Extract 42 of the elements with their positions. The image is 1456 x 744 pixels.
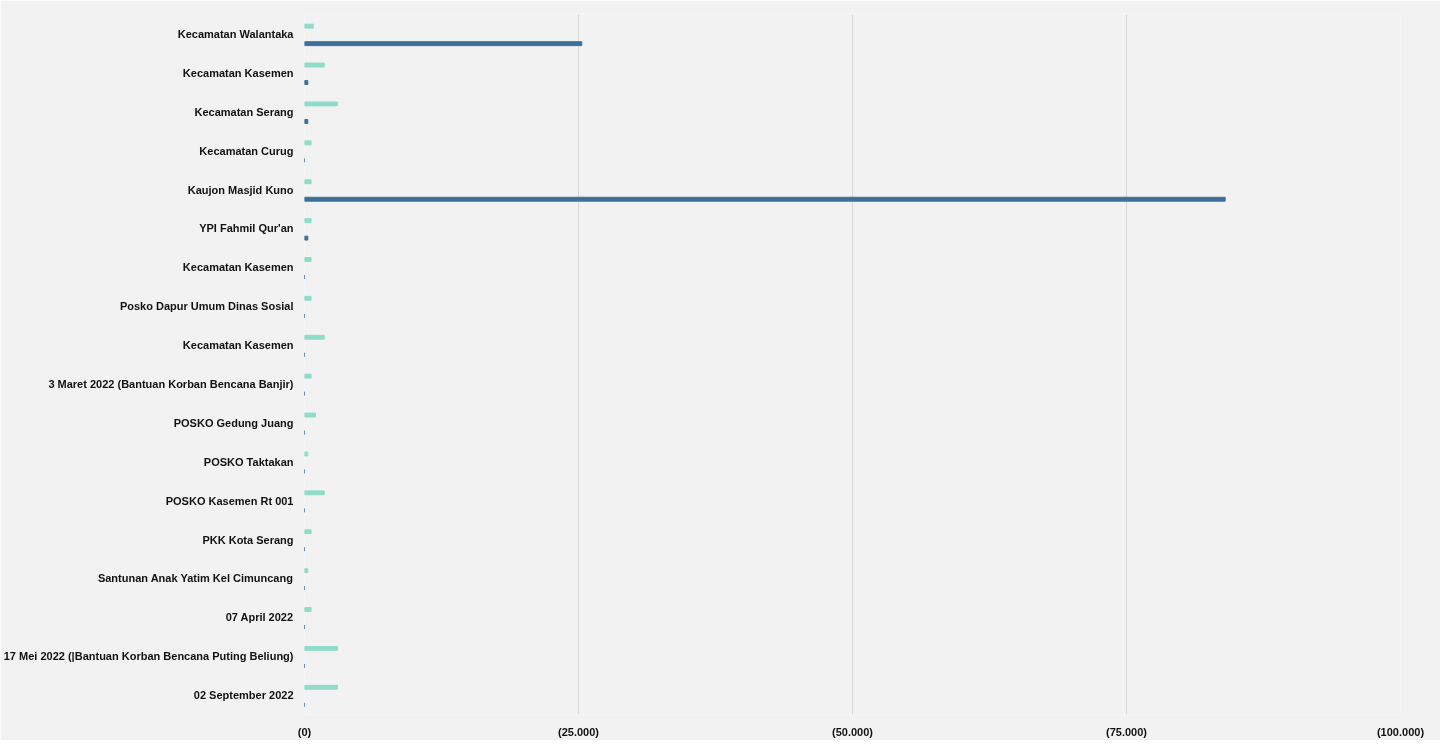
y-tick-label: Kecamatan Curug bbox=[199, 144, 294, 157]
x-tick-label: (25.000) bbox=[558, 725, 600, 738]
y-tick-label: 17 Mei 2022 (|Bantuan Korban Bencana Puting Beliung) bbox=[3, 650, 294, 663]
bar bbox=[304, 179, 312, 185]
bar bbox=[304, 334, 325, 340]
y-tick-label: Kecamatan Serang bbox=[194, 105, 294, 118]
bar bbox=[304, 101, 338, 107]
bar bbox=[304, 196, 1226, 202]
y-tick-label: PKK Kota Serang bbox=[202, 533, 294, 546]
bar bbox=[304, 218, 312, 224]
y-tick-label: Kecamatan Walantaka bbox=[177, 27, 295, 40]
bar bbox=[304, 62, 325, 68]
bar bbox=[304, 451, 309, 457]
bar bbox=[304, 295, 312, 301]
y-tick-label: 02 September 2022 bbox=[193, 689, 294, 702]
bar bbox=[304, 257, 312, 262]
bar bbox=[304, 684, 338, 690]
x-tick-label: (0) bbox=[297, 725, 312, 738]
bar bbox=[304, 529, 312, 535]
y-tick-label: Kecamatan Kasemen bbox=[182, 339, 294, 352]
y-tick-label: Kecamatan Kasemen bbox=[182, 261, 294, 274]
y-tick-label: POSKO Taktakan bbox=[203, 455, 294, 468]
bar bbox=[304, 140, 312, 146]
y-tick-label: Posko Dapur Umum Dinas Sosial bbox=[119, 300, 294, 313]
bar bbox=[304, 645, 338, 651]
y-tick-label: Santunan Anak Yatim Kel Cimuncang bbox=[97, 572, 293, 585]
y-tick-label: POSKO Kasemen Rt 001 bbox=[165, 494, 294, 507]
y-tick-label: POSKO Gedung Juang bbox=[173, 416, 294, 429]
y-tick-label: 07 April 2022 bbox=[225, 611, 294, 624]
y-tick-label: Kecamatan Kasemen bbox=[182, 66, 294, 79]
bar bbox=[304, 41, 583, 47]
y-tick-label: YPI Fahmil Qur'an bbox=[199, 222, 294, 235]
bar bbox=[304, 373, 312, 379]
bar bbox=[304, 412, 316, 418]
bar bbox=[304, 490, 325, 496]
y-tick-label: Kaujon Masjid Kuno bbox=[187, 183, 294, 196]
bar bbox=[304, 607, 312, 612]
x-tick-label: (100.000) bbox=[1376, 725, 1425, 738]
x-tick-label: (50.000) bbox=[832, 725, 874, 738]
y-tick-label: 3 Maret 2022 (Bantuan Korban Bencana Banjir) bbox=[48, 377, 294, 390]
x-tick-label: (75.000) bbox=[1106, 725, 1148, 738]
bar bbox=[304, 23, 314, 29]
